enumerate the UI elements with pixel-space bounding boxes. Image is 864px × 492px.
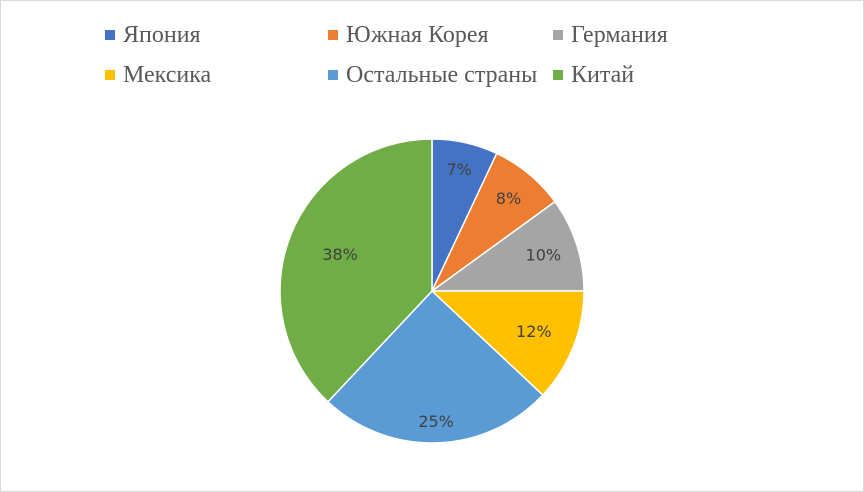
pie-slice-label-1: 8% (496, 189, 521, 208)
pie-slice-label-2: 10% (526, 245, 562, 264)
legend-label-south-korea: Южная Корея (346, 22, 489, 48)
legend-item-germany: Германия (553, 20, 668, 50)
legend-swatch-china (553, 70, 563, 80)
legend-swatch-other-countries (328, 70, 338, 80)
pie-slice-4 (326, 289, 544, 444)
legend-item-south-korea: Южная Корея (328, 20, 489, 50)
legend-swatch-mexico (105, 70, 115, 80)
pie-slice-label-0: 7% (447, 160, 472, 179)
pie-slice-2 (429, 200, 585, 292)
legend-label-other-countries: Остальные страны (346, 62, 538, 88)
legend-swatch-germany (553, 30, 563, 40)
legend: Япония Южная Корея Германия Мексика Оста… (1, 1, 864, 101)
legend-item-mexico: Мексика (105, 60, 211, 90)
legend-item-other-countries: Остальные страны (328, 60, 537, 90)
pie-slice-5 (279, 138, 433, 403)
pie-slice-3 (430, 290, 585, 397)
legend-swatch-japan (105, 30, 115, 40)
legend-item-japan: Япония (105, 20, 201, 50)
legend-item-china: Китай (553, 60, 634, 90)
pie-slice-label-3: 12% (516, 322, 552, 341)
legend-label-japan: Япония (123, 22, 201, 48)
legend-label-mexico: Мексика (123, 62, 212, 88)
pie-slice-label-4: 25% (418, 412, 454, 431)
legend-label-china: Китай (571, 62, 635, 88)
pie-slice-label-5: 38% (322, 245, 358, 264)
legend-label-germany: Германия (571, 22, 668, 48)
legend-swatch-south-korea (328, 30, 338, 40)
